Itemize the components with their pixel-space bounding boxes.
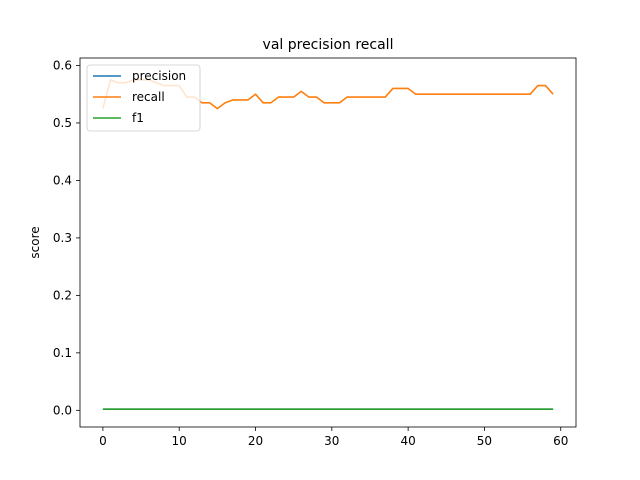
x-tick-label: 30 bbox=[324, 434, 339, 448]
x-tick-label: 40 bbox=[400, 434, 415, 448]
x-tick-label: 10 bbox=[172, 434, 187, 448]
y-axis-label: score bbox=[28, 226, 42, 258]
plot-frame bbox=[79, 57, 577, 428]
chart-title: val precision recall bbox=[263, 37, 394, 53]
x-tick-label: 50 bbox=[477, 434, 492, 448]
x-tick-label: 20 bbox=[248, 434, 263, 448]
x-tick-label: 60 bbox=[553, 434, 568, 448]
y-tick-label: 0.2 bbox=[53, 288, 72, 302]
y-tick-label: 0.3 bbox=[53, 231, 72, 245]
x-tick-label: 0 bbox=[99, 434, 107, 448]
y-tick-label: 0.1 bbox=[53, 346, 72, 360]
legend-box bbox=[86, 64, 201, 132]
legend-label-precision: precision bbox=[132, 69, 186, 83]
legend: precision recall f1 bbox=[86, 64, 201, 132]
legend-label-f1: f1 bbox=[132, 111, 144, 125]
legend-label-recall: recall bbox=[132, 90, 165, 104]
tick-layer: 0 10 20 30 40 50 60 0.0 0.1 0.2 0.3 0.4 0.5 0.6 bbox=[53, 58, 568, 448]
y-tick-label: 0.6 bbox=[53, 58, 72, 72]
y-tick-label: 0.5 bbox=[53, 116, 72, 130]
y-tick-label: 0.4 bbox=[53, 173, 72, 187]
y-tick-label: 0.0 bbox=[53, 403, 72, 417]
